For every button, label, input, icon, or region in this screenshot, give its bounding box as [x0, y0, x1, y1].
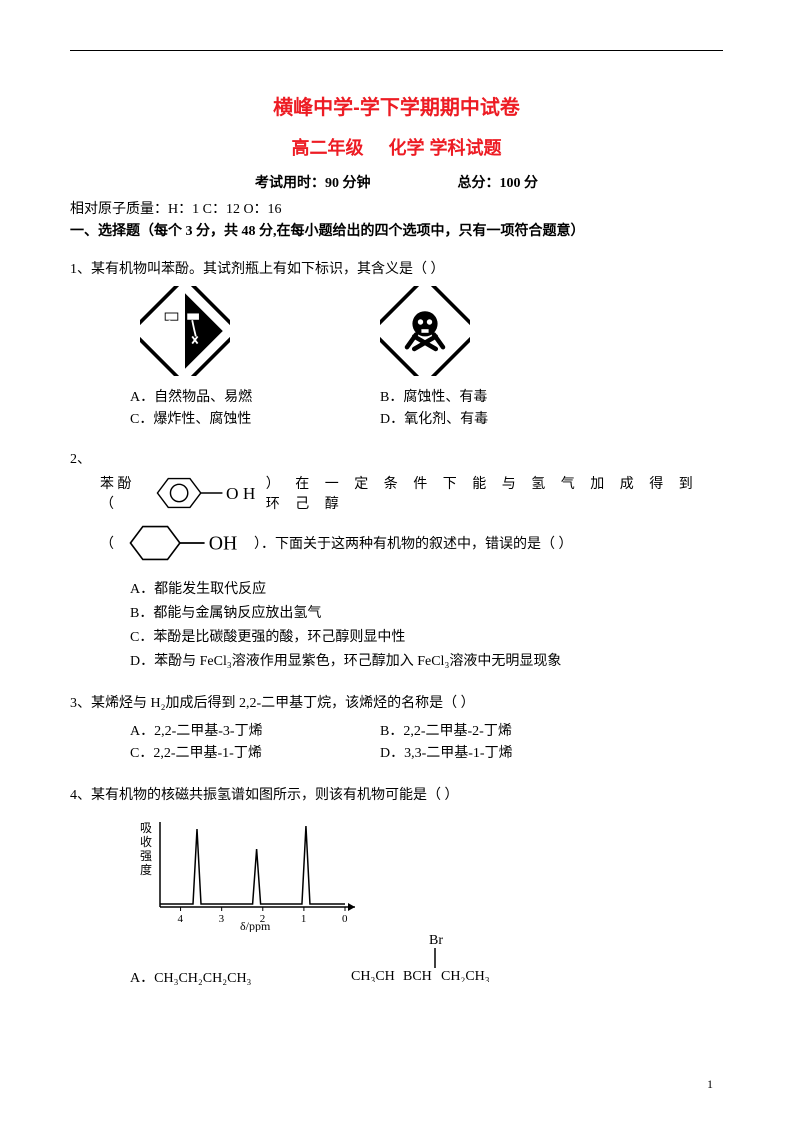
q2-line2: （ OH ）．下面关于这两种有机物的叙述中，错误的是（ ） [100, 518, 723, 568]
q3-opt-d: D．3,3-二甲基-1-丁烯 [380, 742, 630, 762]
svg-text:0: 0 [342, 913, 348, 925]
title-subject: 化学 学科试题 [389, 138, 502, 158]
title-sub: 高二年级 化学 学科试题 [70, 134, 723, 160]
oh-label-1: OH [226, 484, 260, 503]
q2-suffix: ）．下面关于这两种有机物的叙述中，错误的是（ ） [254, 533, 573, 553]
svg-text:1: 1 [301, 913, 307, 925]
title-grade: 高二年级 [291, 138, 363, 158]
svg-text:CH₃CH: CH₃CH [351, 969, 395, 982]
q3-opt-a: A．2,2-二甲基-3-丁烯 [130, 720, 380, 740]
q4-opt-b: Br CH₃CH BCH CH₂CH₃ [351, 932, 521, 987]
q2-number: 2、 [70, 448, 723, 468]
q2-opt-d: D．苯酚与 FeCl₃溶液作用显紫色，环己醇加入 FeCl₃溶液中无明显现象 [130, 650, 723, 670]
section-1-heading: 一、选择题（每个 3 分，共 48 分,在每小题给出的四个选项中，只有一项符合题… [70, 220, 723, 240]
q3-opt-b: B．2,2-二甲基-2-丁烯 [380, 720, 630, 740]
q1-options: A．自然物品、易燃 B．腐蚀性、有毒 C．爆炸性、腐蚀性 D．氧化剂、有毒 [130, 386, 723, 428]
exam-meta: 考试用时：90 分钟 总分：100 分 [70, 172, 723, 192]
q1-hazard-icons [140, 286, 723, 376]
q3-stem: 3、某烯烃与 H₂加成后得到 2,2-二甲基丁烷，该烯烃的名称是（ ） [70, 692, 723, 712]
q1-opt-d: D．氧化剂、有毒 [380, 408, 630, 428]
q2-opt-c: C．苯酚是比碳酸更强的酸，环己醇则显中性 [130, 626, 723, 646]
svg-text:3: 3 [219, 913, 225, 925]
q2-prefix: 苯 酚 （ [100, 473, 143, 513]
question-2: 2、 苯 酚 （ OH ） 在 一 定 条 件 下 能 与 氢 气 加 成 得 … [70, 448, 723, 670]
q4-opt-a: A．CH₃CH₂CH₂CH₃ [130, 967, 251, 987]
ylabel-3: 强 [140, 849, 152, 863]
br-label: Br [429, 933, 443, 948]
ylabel-1: 吸 [140, 821, 152, 835]
q1-opt-c: C．爆炸性、腐蚀性 [130, 408, 380, 428]
q4-stem: 4、某有机物的核磁共振氢谱如图所示，则该有机物可能是（ ） [70, 784, 723, 804]
q2-prefix2: （ [100, 533, 114, 553]
question-1: 1、某有机物叫苯酚。其试剂瓶上有如下标识，其含义是（ ） A．自然物品、易燃 B… [70, 258, 723, 428]
q2-options: A．都能发生取代反应 B．都能与金属钠反应放出氢气 C．苯酚是比碳酸更强的酸，环… [130, 578, 723, 670]
ylabel-2: 收 [140, 835, 152, 849]
q3-opt-c: C．2,2-二甲基-1-丁烯 [130, 742, 380, 762]
q1-opt-a: A．自然物品、易燃 [130, 386, 380, 406]
xaxis-label: δ/ppm [240, 919, 271, 932]
exam-time-label: 考试用时： [255, 176, 325, 191]
q2-mid: ） 在 一 定 条 件 下 能 与 氢 气 加 成 得 到 环 己 醇 [266, 473, 723, 513]
svg-text:BCH: BCH [403, 969, 432, 982]
question-4: 4、某有机物的核磁共振氢谱如图所示，则该有机物可能是（ ） 吸 收 强 度 4 3… [70, 784, 723, 987]
phenol-structure-icon: OH [143, 468, 266, 518]
q1-stem: 1、某有机物叫苯酚。其试剂瓶上有如下标识，其含义是（ ） [70, 258, 723, 278]
q4-options-row: A．CH₃CH₂CH₂CH₃ Br CH₃CH BCH CH₂CH₃ [130, 932, 723, 987]
q1-opt-b: B．腐蚀性、有毒 [380, 386, 630, 406]
corrosive-hazard-icon [140, 286, 230, 376]
q4-optA-formula: CH₃CH₂CH₂CH₃ [154, 971, 251, 986]
q3-options: A．2,2-二甲基-3-丁烯 B．2,2-二甲基-2-丁烯 C．2,2-二甲基-… [130, 720, 723, 762]
oh-label-2: OH [209, 533, 238, 555]
total-score-label: 总分： [458, 176, 500, 191]
question-3: 3、某烯烃与 H₂加成后得到 2,2-二甲基丁烷，该烯烃的名称是（ ） A．2,… [70, 692, 723, 762]
page-number: 1 [707, 1077, 713, 1092]
q2-line1: 苯 酚 （ OH ） 在 一 定 条 件 下 能 与 氢 气 加 成 得 到 环… [100, 468, 723, 518]
q2-opt-a: A．都能发生取代反应 [130, 578, 723, 598]
svg-text:4: 4 [178, 913, 184, 925]
atomic-mass: 相对原子质量：H：1 C：12 O：16 [70, 198, 723, 218]
q2-opt-b: B．都能与金属钠反应放出氢气 [130, 602, 723, 622]
cyclohexanol-structure-icon: OH [114, 518, 254, 568]
exam-time-value: 90 分钟 [325, 176, 371, 191]
nmr-spectrum-chart: 吸 收 强 度 43210 δ/ppm [130, 812, 370, 932]
total-score-value: 100 分 [500, 176, 539, 191]
ylabel-4: 度 [140, 862, 152, 877]
title-main: 横峰中学-学下学期期中试卷 [70, 91, 723, 120]
svg-text:CH₂CH₃: CH₂CH₃ [441, 969, 490, 982]
bromo-structure-icon: Br CH₃CH BCH CH₂CH₃ [351, 932, 521, 982]
q4-optA-label: A． [130, 971, 154, 986]
toxic-hazard-icon [380, 286, 470, 376]
page-top-line [70, 50, 723, 51]
